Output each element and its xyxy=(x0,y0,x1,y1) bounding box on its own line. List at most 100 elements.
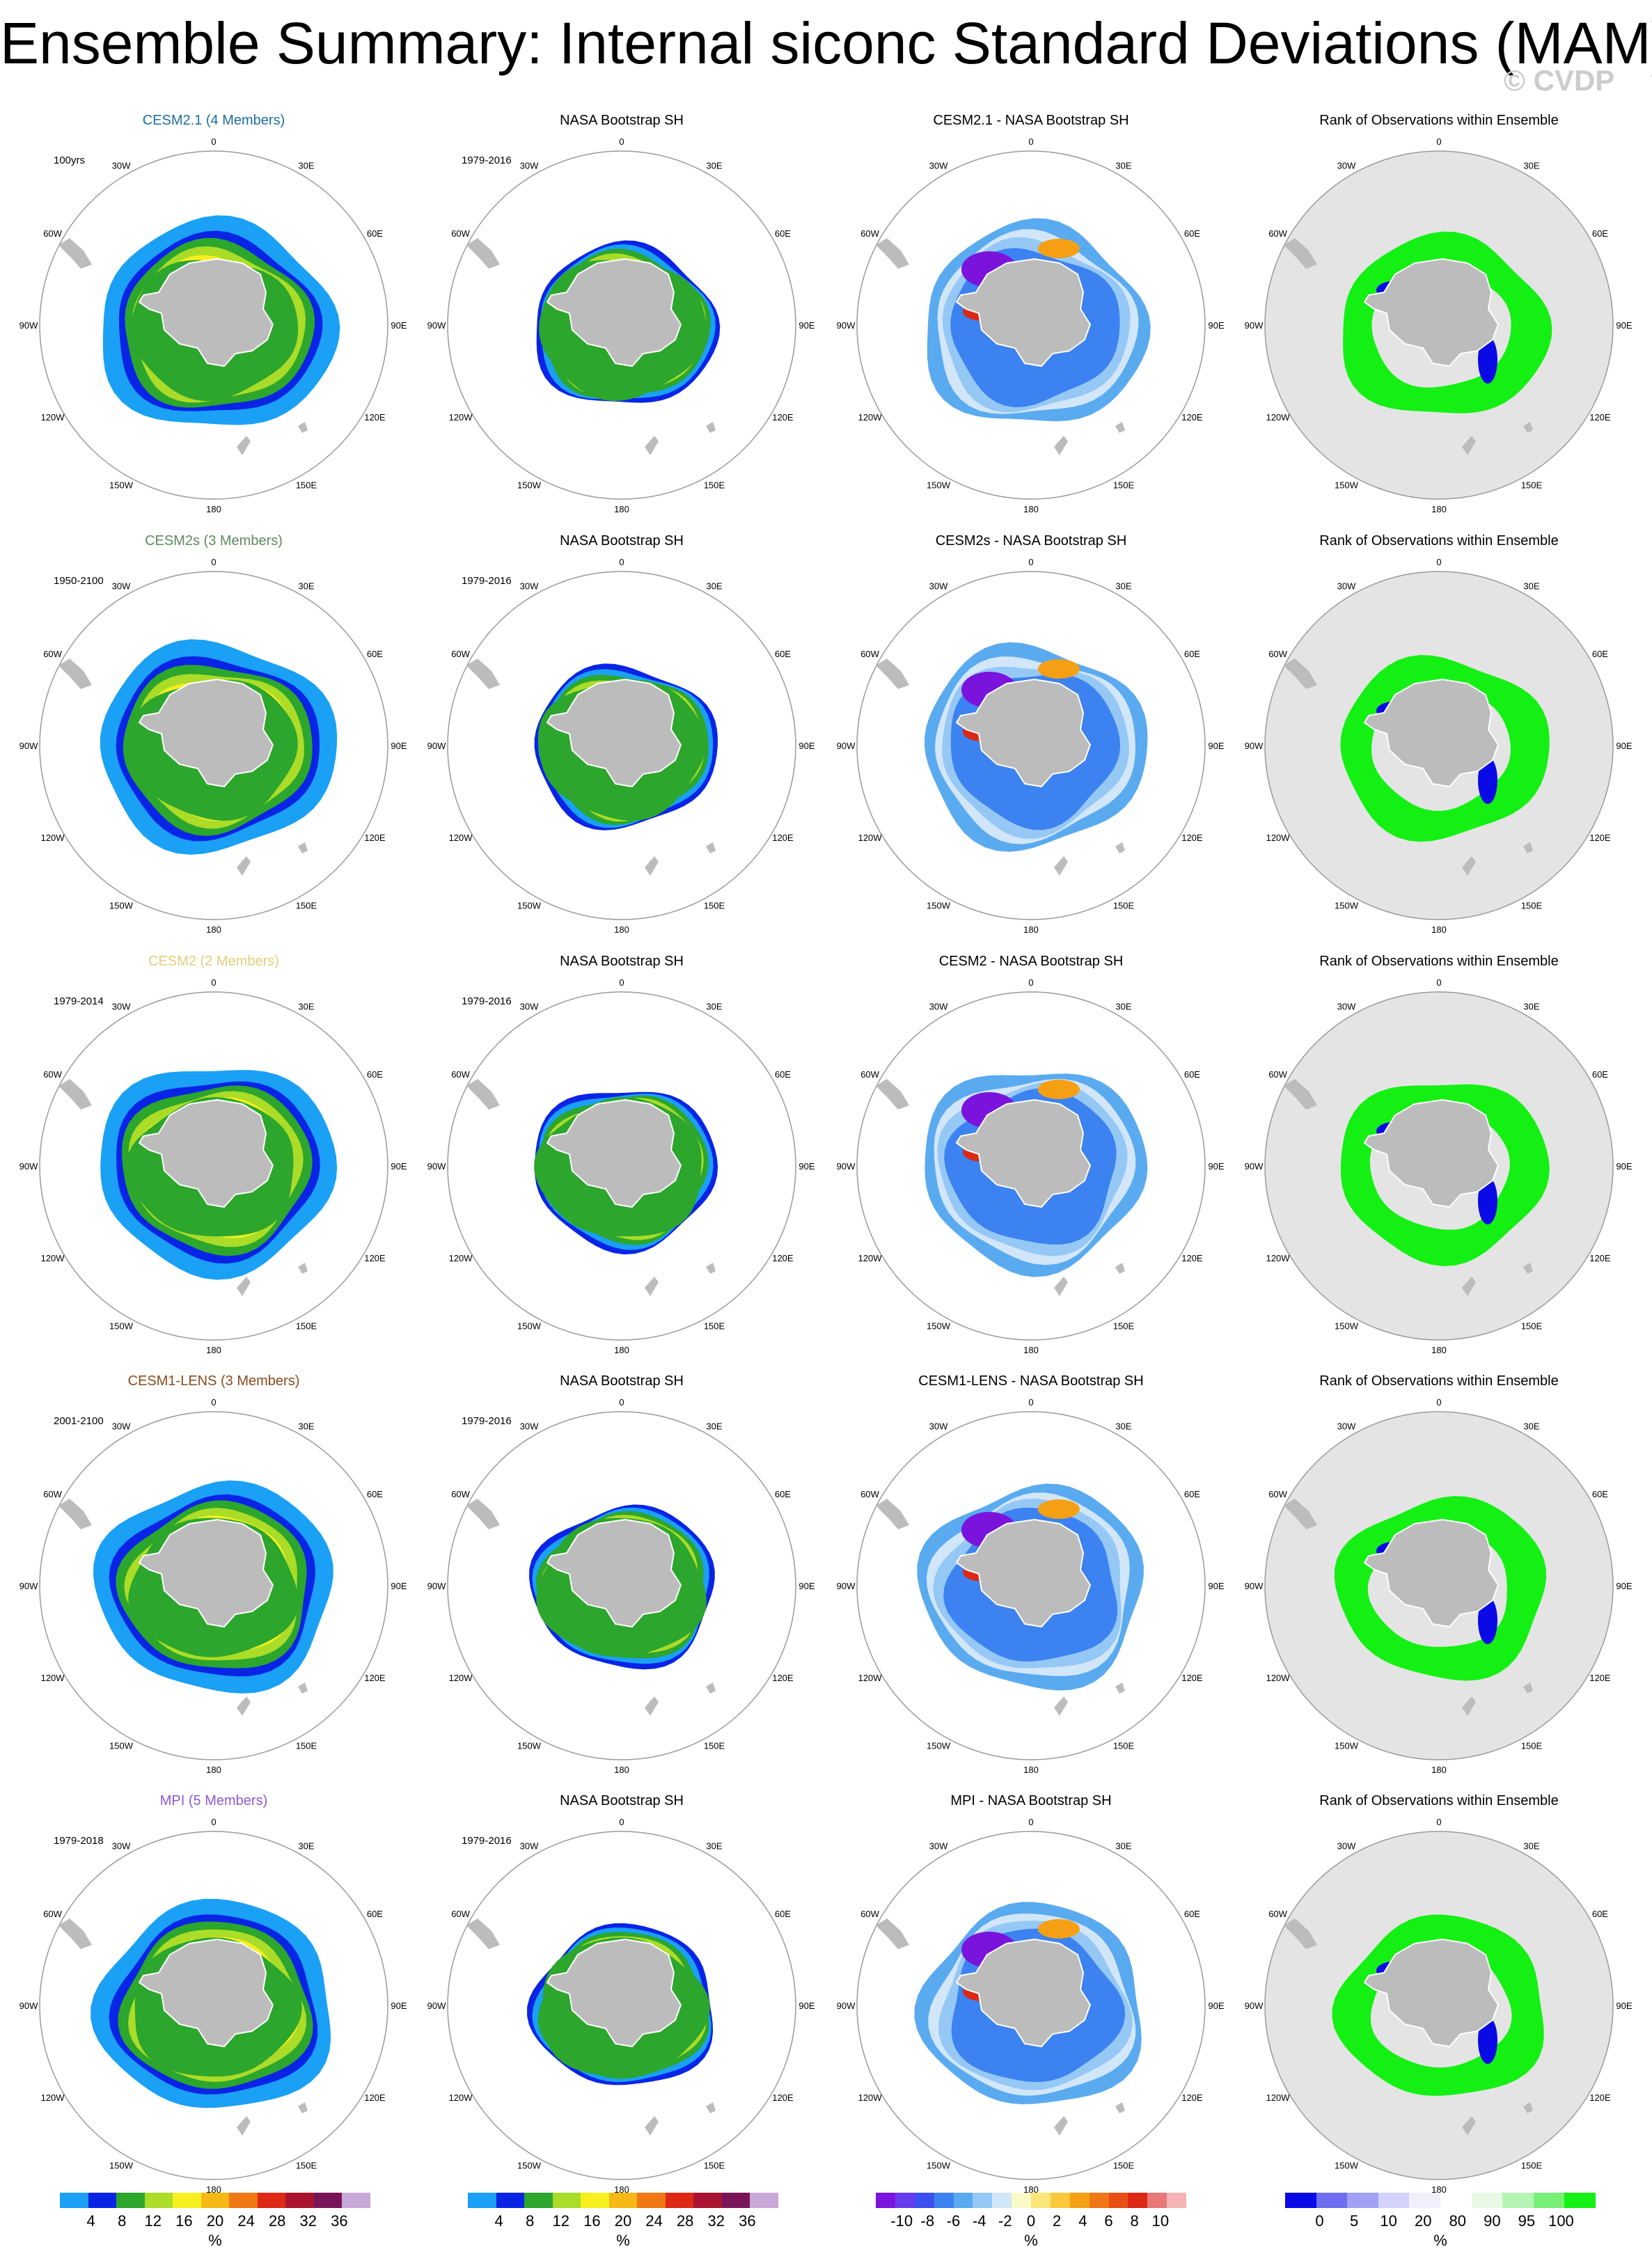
colorbar-swatch xyxy=(1069,2193,1089,2208)
longitude-label: 30W xyxy=(112,1001,131,1011)
south-america-landmass xyxy=(466,238,500,269)
south-america-landmass xyxy=(876,659,909,689)
tasmania-landmass xyxy=(1523,422,1533,433)
colorbar-swatch xyxy=(914,2193,934,2208)
colorbar-swatch xyxy=(496,2193,525,2208)
polar-map: 0 30E 60E 90E 120E 150E 180 150W 120W 90W 60W 30W xyxy=(1245,136,1633,514)
longitude-label: 120W xyxy=(449,412,473,423)
longitude-label: 30E xyxy=(1523,581,1539,591)
panel-title: MPI (5 Members) xyxy=(159,1793,268,1808)
longitude-labels: 0 30E 60E 90E 120E 150E 180 150W 120W 90W 60W 30W xyxy=(1245,136,1633,514)
longitude-label: 180 xyxy=(206,1345,221,1355)
longitude-label: 120W xyxy=(449,2092,473,2103)
longitude-label: 150E xyxy=(1521,901,1543,911)
longitude-label: 90W xyxy=(19,1161,38,1172)
tasmania-landmass xyxy=(298,422,308,433)
longitude-label: 0 xyxy=(1436,1817,1441,1827)
longitude-label: 120E xyxy=(1589,2092,1611,2103)
tasmania-landmass xyxy=(1115,1682,1125,1694)
longitude-label: 90W xyxy=(19,1581,38,1591)
new-zealand-landmass xyxy=(1054,436,1068,455)
antarctica-landmass xyxy=(1363,1938,1500,2048)
colorbar-swatch xyxy=(1050,2193,1070,2208)
new-zealand-landmass xyxy=(1054,1696,1068,1716)
longitude-label: 120W xyxy=(1266,1673,1291,1683)
difference-contour xyxy=(1038,1919,1080,1939)
map-panel-model: MPI (5 Members) 1979-2018 0 30E 60E 90E 120E 15… xyxy=(15,1793,412,2204)
longitude-label: 60W xyxy=(1268,1489,1287,1499)
colorbar-swatch xyxy=(876,2193,895,2208)
colorbar-tick-label: 16 xyxy=(583,2212,601,2230)
period-label: 1979-2016 xyxy=(462,995,512,1007)
longitude-labels: 0 30E 60E 90E 120E 150E 180 150W 120W 90W 60W 30W xyxy=(1245,1397,1633,1775)
colorbar-unit-label: % xyxy=(208,2232,222,2249)
longitude-label: 90W xyxy=(427,320,446,331)
polar-map: 0 30E 60E 90E 120E 150E 180 150W 120W 90W 60W 30W xyxy=(19,136,407,514)
longitude-labels: 0 30E 60E 90E 120E 150E 180 150W 120W 90W 60W 30W xyxy=(427,557,815,935)
colorbar-tick-label: -2 xyxy=(998,2212,1012,2230)
colorbar-tick-label: 80 xyxy=(1449,2212,1467,2230)
colorbar-rank: 0 5 10 20 80 90 95 100% xyxy=(1285,2193,1596,2255)
longitude-label: 120W xyxy=(41,2092,65,2103)
map-panel-diff: CESM1-LENS - NASA Bootstrap SH 0 30E 60E 90E… xyxy=(833,1373,1229,1784)
longitude-label: 0 xyxy=(1436,557,1441,567)
longitude-label: 60E xyxy=(1592,1489,1608,1499)
colorbar-swatch xyxy=(721,2193,750,2208)
longitude-label: 30W xyxy=(1337,581,1356,591)
panel-title: NASA Bootstrap SH xyxy=(560,954,684,969)
longitude-label: 30W xyxy=(520,581,539,591)
longitude-label: 180 xyxy=(206,1765,221,1775)
colorbar-swatch xyxy=(1347,2193,1378,2208)
longitude-label: 120W xyxy=(1266,412,1291,423)
colorbar-swatch xyxy=(313,2193,343,2208)
colorbar-swatch xyxy=(1564,2193,1596,2208)
antarctica-landmass xyxy=(546,1098,682,1208)
south-america-landmass xyxy=(466,1079,500,1110)
tasmania-landmass xyxy=(706,422,716,433)
longitude-label: 90W xyxy=(837,1581,856,1591)
longitude-label: 150E xyxy=(1521,1321,1543,1332)
longitude-label: 60W xyxy=(860,649,879,659)
colorbar-swatch xyxy=(1031,2193,1051,2208)
colorbar-swatch xyxy=(116,2193,145,2208)
period-label: 2001-2100 xyxy=(54,1415,104,1427)
new-zealand-landmass xyxy=(237,856,251,876)
colorbar-swatch xyxy=(524,2193,553,2208)
colorbar-tick-label: 6 xyxy=(1104,2212,1113,2230)
longitude-label: 150E xyxy=(296,480,317,491)
colorbar-unit-label: % xyxy=(1024,2232,1038,2249)
longitude-label: 90E xyxy=(1208,320,1224,331)
longitude-labels: 0 30E 60E 90E 120E 150E 180 150W 120W 90W 60W 30W xyxy=(19,1817,407,2195)
longitude-labels: 0 30E 60E 90E 120E 150E 180 150W 120W 90W 60W 30W xyxy=(1245,977,1633,1355)
south-america-landmass xyxy=(58,1918,92,1949)
colorbar-swatch xyxy=(1533,2193,1565,2208)
polar-map: 0 30E 60E 90E 120E 150E 180 150W 120W 90W 60W 30W xyxy=(427,1817,815,2195)
period-label: 1950-2100 xyxy=(54,575,104,587)
longitude-label: 150E xyxy=(296,1741,317,1751)
colorbar-swatch xyxy=(1012,2193,1031,2208)
longitude-label: 90W xyxy=(427,1581,446,1591)
polar-map: 0 30E 60E 90E 120E 150E 180 150W 120W 90W 60W 30W xyxy=(1245,1817,1633,2195)
polar-map: 0 30E 60E 90E 120E 150E 180 150W 120W 90W 60W 30W xyxy=(837,1397,1225,1775)
panel-title: CESM2 - NASA Bootstrap SH xyxy=(938,954,1124,969)
period-label: 1979-2014 xyxy=(54,995,104,1007)
longitude-label: 120E xyxy=(1589,412,1611,423)
colorbar-swatch xyxy=(88,2193,117,2208)
new-zealand-landmass xyxy=(1462,856,1476,876)
longitude-label: 90W xyxy=(19,2001,38,2011)
longitude-label: 150E xyxy=(1113,1741,1135,1751)
longitude-label: 30E xyxy=(706,1421,722,1431)
longitude-label: 120E xyxy=(364,1673,386,1683)
longitude-label: 60W xyxy=(1268,228,1287,239)
longitude-label: 120E xyxy=(364,412,386,423)
longitude-label: 90W xyxy=(1245,1581,1264,1591)
longitude-label: 60E xyxy=(775,228,791,239)
period-label: 100yrs xyxy=(54,155,86,166)
tasmania-landmass xyxy=(298,842,308,853)
longitude-label: 120W xyxy=(858,412,883,423)
longitude-label: 0 xyxy=(211,136,216,147)
longitude-label: 0 xyxy=(1028,977,1033,988)
period-label: 1979-2016 xyxy=(462,1415,512,1427)
longitude-label: 30W xyxy=(1337,1840,1356,1851)
colorbar-swatch xyxy=(973,2193,993,2208)
